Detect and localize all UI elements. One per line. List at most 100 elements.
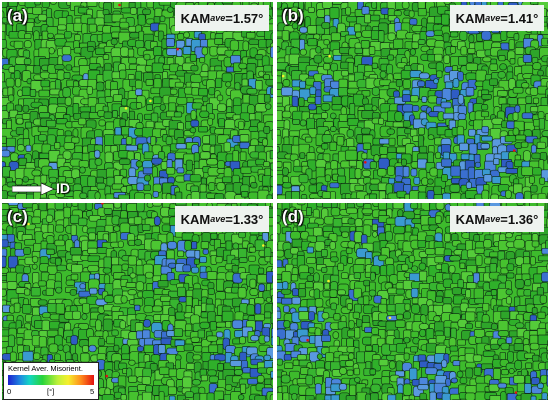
grain (225, 321, 232, 329)
grain (239, 134, 250, 143)
grain (119, 222, 131, 235)
grain (183, 31, 190, 39)
grain (408, 10, 415, 18)
grain (330, 126, 337, 132)
grain (202, 248, 209, 255)
grain (37, 299, 48, 306)
grain (31, 169, 42, 177)
grain (329, 289, 338, 298)
grain (459, 30, 468, 41)
grain (402, 120, 411, 128)
grain (128, 375, 138, 383)
grain (352, 311, 360, 319)
grain (175, 96, 188, 105)
grain (45, 214, 54, 223)
high-kam-speck (306, 338, 309, 342)
grain (280, 374, 291, 384)
grain (71, 310, 81, 320)
grain (505, 168, 518, 174)
grain (312, 226, 323, 237)
grain (329, 182, 340, 189)
grain (417, 191, 427, 199)
grain (409, 18, 418, 26)
grain (369, 271, 376, 282)
grain (121, 263, 129, 271)
grain (329, 112, 337, 120)
grain (354, 376, 361, 383)
grain (500, 342, 511, 351)
grain (457, 71, 464, 82)
grain (456, 370, 464, 378)
grain (104, 151, 114, 164)
grain (411, 304, 420, 314)
grain (354, 218, 363, 228)
grain (514, 104, 521, 114)
grain (142, 8, 151, 15)
grain (270, 378, 273, 387)
grain (539, 294, 548, 304)
grain (417, 158, 428, 169)
grain (539, 177, 546, 185)
grain (13, 302, 21, 313)
grain (277, 249, 285, 258)
grain (369, 368, 376, 376)
grain (283, 320, 291, 329)
grain (241, 191, 249, 198)
grain (281, 110, 292, 119)
grain (63, 72, 71, 79)
grain (305, 374, 314, 386)
grain (504, 232, 513, 239)
grain (514, 360, 523, 370)
grain (354, 184, 364, 191)
grain (379, 265, 388, 277)
grain (175, 359, 181, 370)
grain (165, 38, 175, 47)
grain (158, 366, 170, 375)
grain (201, 232, 212, 243)
grain (349, 167, 356, 180)
grain (200, 374, 208, 382)
grain (261, 232, 269, 243)
grain (277, 376, 282, 388)
grain (254, 395, 267, 400)
grain (481, 104, 489, 111)
grain (70, 334, 78, 346)
grain (434, 215, 442, 224)
grain (419, 328, 427, 338)
kam-map-texture (277, 203, 548, 400)
grain (297, 9, 304, 18)
grain (403, 336, 411, 344)
grain (378, 30, 385, 43)
grain (380, 376, 391, 385)
grain (136, 182, 145, 191)
grain (199, 256, 207, 264)
grain (442, 297, 453, 305)
grain (386, 264, 395, 277)
grain (291, 191, 300, 199)
grain (282, 281, 289, 290)
grain (338, 86, 348, 97)
grain (263, 94, 271, 103)
grain (354, 23, 362, 33)
grain (88, 23, 97, 33)
grain (546, 394, 548, 400)
grain (207, 117, 214, 126)
grain (56, 69, 65, 81)
grain (378, 117, 385, 125)
grain (277, 223, 282, 235)
grain (62, 150, 72, 160)
grain (409, 367, 418, 381)
direction-indicator: ID (12, 180, 76, 198)
grain (6, 137, 17, 148)
grain (25, 144, 32, 152)
high-kam-speck (327, 279, 330, 283)
grain (175, 40, 186, 49)
grain (546, 263, 548, 271)
grain (546, 345, 548, 352)
grain (216, 182, 226, 191)
grain (291, 393, 298, 400)
legend-max-label: 5 (90, 387, 95, 396)
grain (306, 274, 315, 282)
grain (271, 294, 273, 304)
